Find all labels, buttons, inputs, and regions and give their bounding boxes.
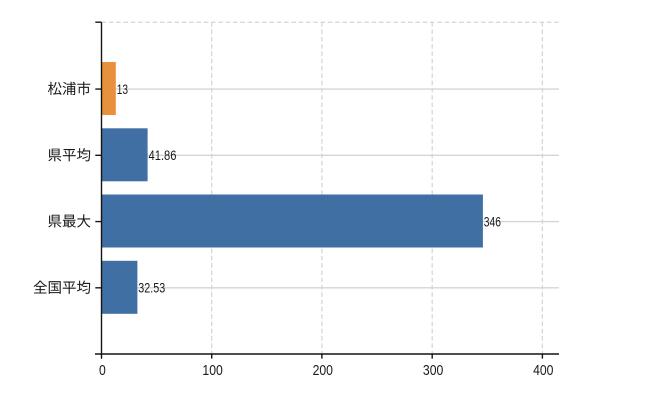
svg-text:400: 400: [533, 363, 553, 379]
svg-text:41.86: 41.86: [149, 148, 177, 163]
svg-text:300: 300: [423, 363, 443, 379]
svg-text:200: 200: [313, 363, 333, 379]
svg-text:346: 346: [484, 214, 501, 229]
svg-text:0: 0: [99, 363, 106, 379]
svg-text:100: 100: [202, 363, 222, 379]
svg-text:32.53: 32.53: [138, 281, 165, 296]
svg-text:13: 13: [117, 82, 129, 97]
